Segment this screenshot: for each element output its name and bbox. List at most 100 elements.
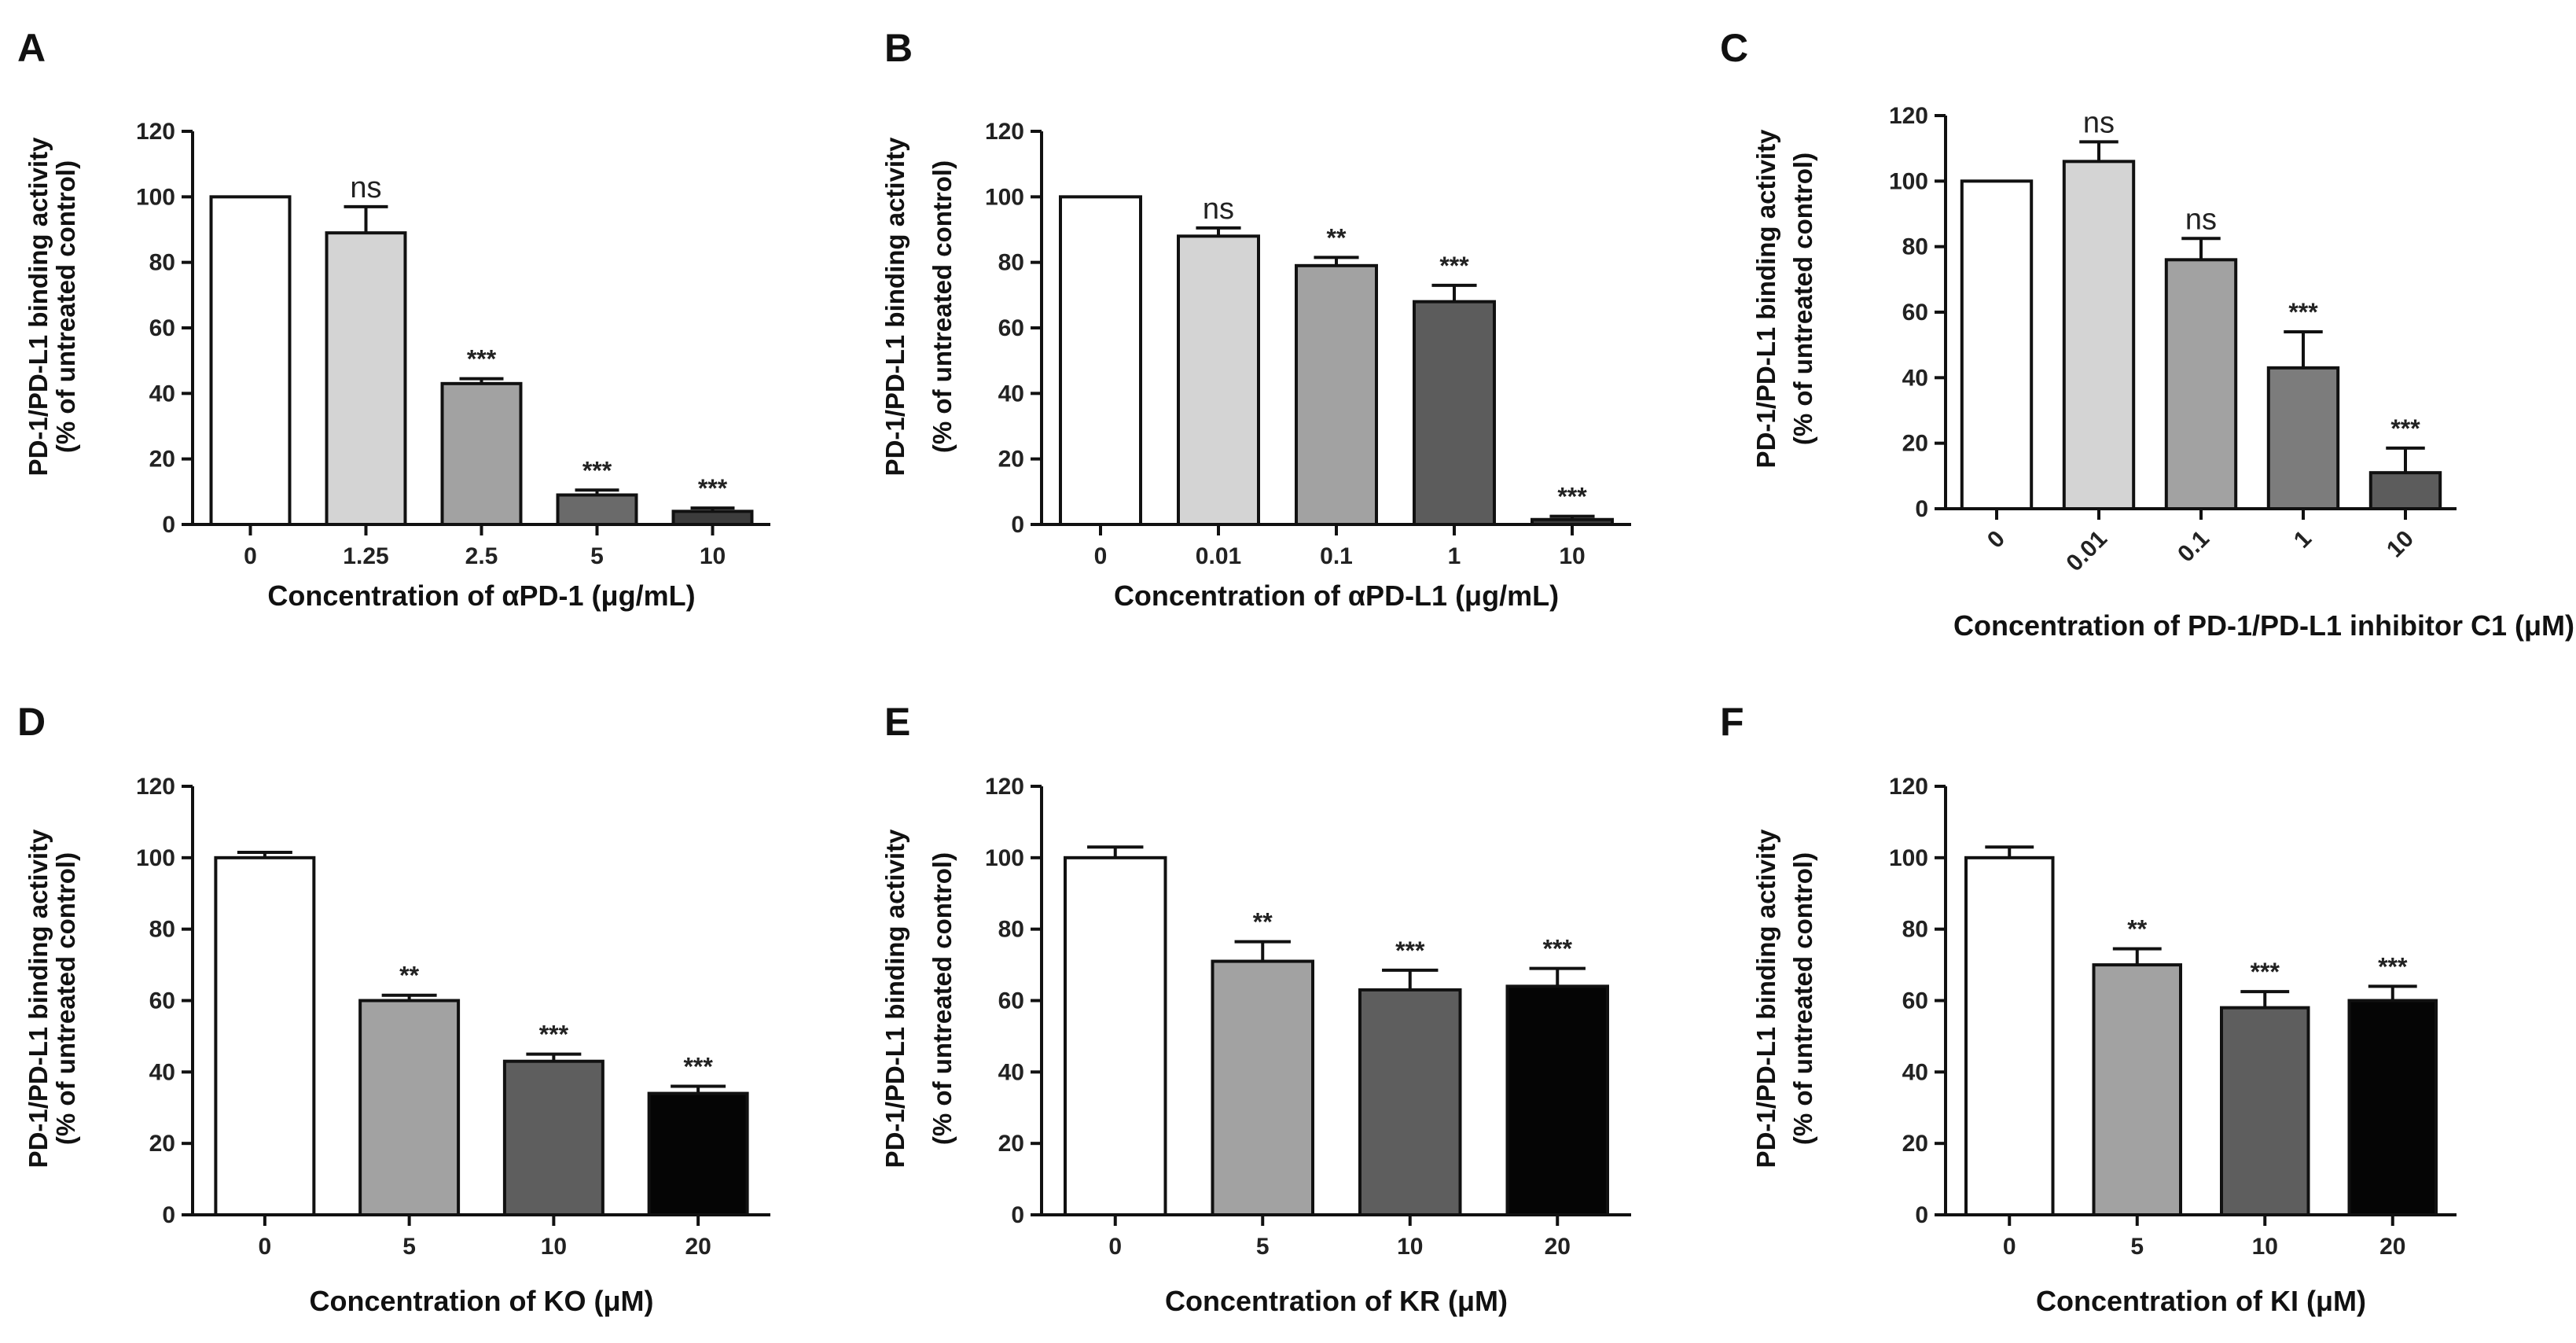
y-tick-label: 80 xyxy=(149,917,175,943)
panel-letter: A xyxy=(17,26,46,70)
bar xyxy=(1960,179,2034,510)
significance-label: *** xyxy=(539,1021,569,1049)
y-tick-label: 60 xyxy=(998,315,1024,341)
x-tick-label: 10 xyxy=(541,1234,567,1260)
x-tick-label: 20 xyxy=(685,1234,711,1260)
y-axis-subtitle: (% of untreated control) xyxy=(51,852,80,1145)
y-tick-label: 40 xyxy=(1902,1059,1928,1085)
panel-a: A PD-1/PD-L1 binding activity(% of untrea… xyxy=(17,26,770,612)
bar xyxy=(647,1091,749,1217)
y-tick-label: 120 xyxy=(985,774,1024,800)
y-tick-label: 120 xyxy=(136,119,175,145)
significance-label: ** xyxy=(1253,908,1273,936)
bar xyxy=(325,231,407,526)
y-tick-label: 20 xyxy=(149,447,175,473)
x-axis-title: Concentration of αPD-1 (μg/mL) xyxy=(267,580,695,612)
y-tick-label: 0 xyxy=(1915,496,1928,522)
bar xyxy=(2220,1006,2310,1217)
x-tick-label: 2.5 xyxy=(465,543,498,569)
panel-d: D PD-1/PD-L1 binding activity(% of untrea… xyxy=(17,700,770,1317)
x-tick-label: 5 xyxy=(590,543,604,569)
significance-label: ns xyxy=(1203,193,1234,226)
bar xyxy=(1211,959,1314,1216)
panel-letter: D xyxy=(17,700,46,744)
significance-label: ** xyxy=(1327,223,1347,252)
y-tick-label: 100 xyxy=(1889,168,1928,194)
y-axis-subtitle: (% of untreated control) xyxy=(1788,852,1817,1145)
y-tick-label: 0 xyxy=(1011,512,1024,538)
panel-e: E PD-1/PD-L1 binding activity (% of untrea… xyxy=(880,700,1631,1317)
panel-f: F PD-1/PD-L1 binding activity (% of untrea… xyxy=(1720,700,2457,1317)
significance-label: *** xyxy=(1557,483,1587,511)
x-tick-label: 10 xyxy=(2382,526,2419,563)
x-tick-label: 5 xyxy=(1256,1234,1270,1260)
x-tick-label: 1.25 xyxy=(343,543,388,569)
y-axis-title: PD-1/PD-L1 binding activity xyxy=(1751,129,1780,469)
significance-label: *** xyxy=(2378,952,2408,981)
x-axis-title: Concentration of KO (μM) xyxy=(310,1285,654,1317)
significance-label: ** xyxy=(2127,915,2147,944)
x-tick-label: 10 xyxy=(1559,543,1585,569)
x-tick-label: 0.1 xyxy=(2173,526,2214,568)
bar xyxy=(1295,263,1378,526)
bar xyxy=(1964,855,2055,1217)
x-tick-label: 5 xyxy=(2130,1234,2144,1260)
panel-c: C PD-1/PD-L1 binding activity (% of untrea… xyxy=(1720,26,2574,642)
y-axis-title: PD-1/PD-L1 binding activity xyxy=(1751,829,1780,1168)
x-tick-label: 5 xyxy=(402,1234,416,1260)
y-tick-label: 80 xyxy=(998,917,1024,943)
y-tick-label: 60 xyxy=(1902,988,1928,1014)
y-axis-title: PD-1/PD-L1 binding activity xyxy=(880,137,910,476)
y-tick-label: 120 xyxy=(1889,774,1928,800)
y-tick-label: 100 xyxy=(985,184,1024,210)
significance-label: ns xyxy=(2185,203,2217,236)
x-tick-label: 0.1 xyxy=(1320,543,1353,569)
bar xyxy=(2368,471,2442,511)
significance-label: *** xyxy=(1395,936,1425,965)
y-axis-subtitle: (% of untreated control) xyxy=(51,160,80,453)
significance-label: *** xyxy=(467,345,497,373)
x-tick-label: 0.01 xyxy=(1196,543,1241,569)
x-tick-label: 0 xyxy=(244,543,257,569)
bar xyxy=(358,999,461,1216)
significance-label: ** xyxy=(399,962,419,990)
x-axis-title: Concentration of αPD-L1 (μg/mL) xyxy=(1114,580,1559,612)
significance-label: *** xyxy=(2390,414,2420,443)
bar xyxy=(1413,300,1496,526)
significance-label: *** xyxy=(582,456,612,484)
y-tick-label: 100 xyxy=(136,184,175,210)
x-tick-label: 10 xyxy=(700,543,726,569)
y-tick-label: 0 xyxy=(1011,1202,1024,1228)
y-tick-label: 80 xyxy=(1902,917,1928,943)
y-tick-label: 80 xyxy=(149,250,175,276)
y-tick-label: 100 xyxy=(136,845,175,871)
x-axis-title: Concentration of KI (μM) xyxy=(2036,1285,2366,1317)
x-tick-label: 0.01 xyxy=(2061,526,2112,577)
y-axis-subtitle: (% of untreated control) xyxy=(928,852,957,1145)
y-tick-label: 80 xyxy=(998,250,1024,276)
x-tick-label: 20 xyxy=(2379,1234,2405,1260)
y-tick-label: 40 xyxy=(149,381,175,407)
bar xyxy=(209,195,292,526)
significance-label: *** xyxy=(2251,958,2280,986)
x-tick-label: 20 xyxy=(1545,1234,1571,1260)
bar xyxy=(440,381,523,527)
significance-label: ns xyxy=(2083,106,2115,139)
x-tick-label: 1 xyxy=(1448,543,1461,569)
y-tick-label: 0 xyxy=(162,512,175,538)
y-tick-label: 20 xyxy=(998,1131,1024,1157)
x-tick-label: 0 xyxy=(1094,543,1108,569)
significance-label: *** xyxy=(698,474,728,502)
bar xyxy=(1505,984,1609,1217)
y-tick-label: 20 xyxy=(149,1131,175,1157)
bar xyxy=(2266,366,2340,511)
x-axis-title: Concentration of KR (μM) xyxy=(1165,1285,1508,1317)
x-tick-label: 0 xyxy=(1108,1234,1122,1260)
y-tick-label: 0 xyxy=(162,1202,175,1228)
y-tick-label: 60 xyxy=(998,988,1024,1014)
significance-label: *** xyxy=(1543,935,1573,963)
panel-letter: C xyxy=(1720,26,1748,70)
x-axis-title: Concentration of PD-1/PD-L1 inhibitor C1… xyxy=(1953,609,2574,642)
y-tick-label: 60 xyxy=(1902,300,1928,326)
